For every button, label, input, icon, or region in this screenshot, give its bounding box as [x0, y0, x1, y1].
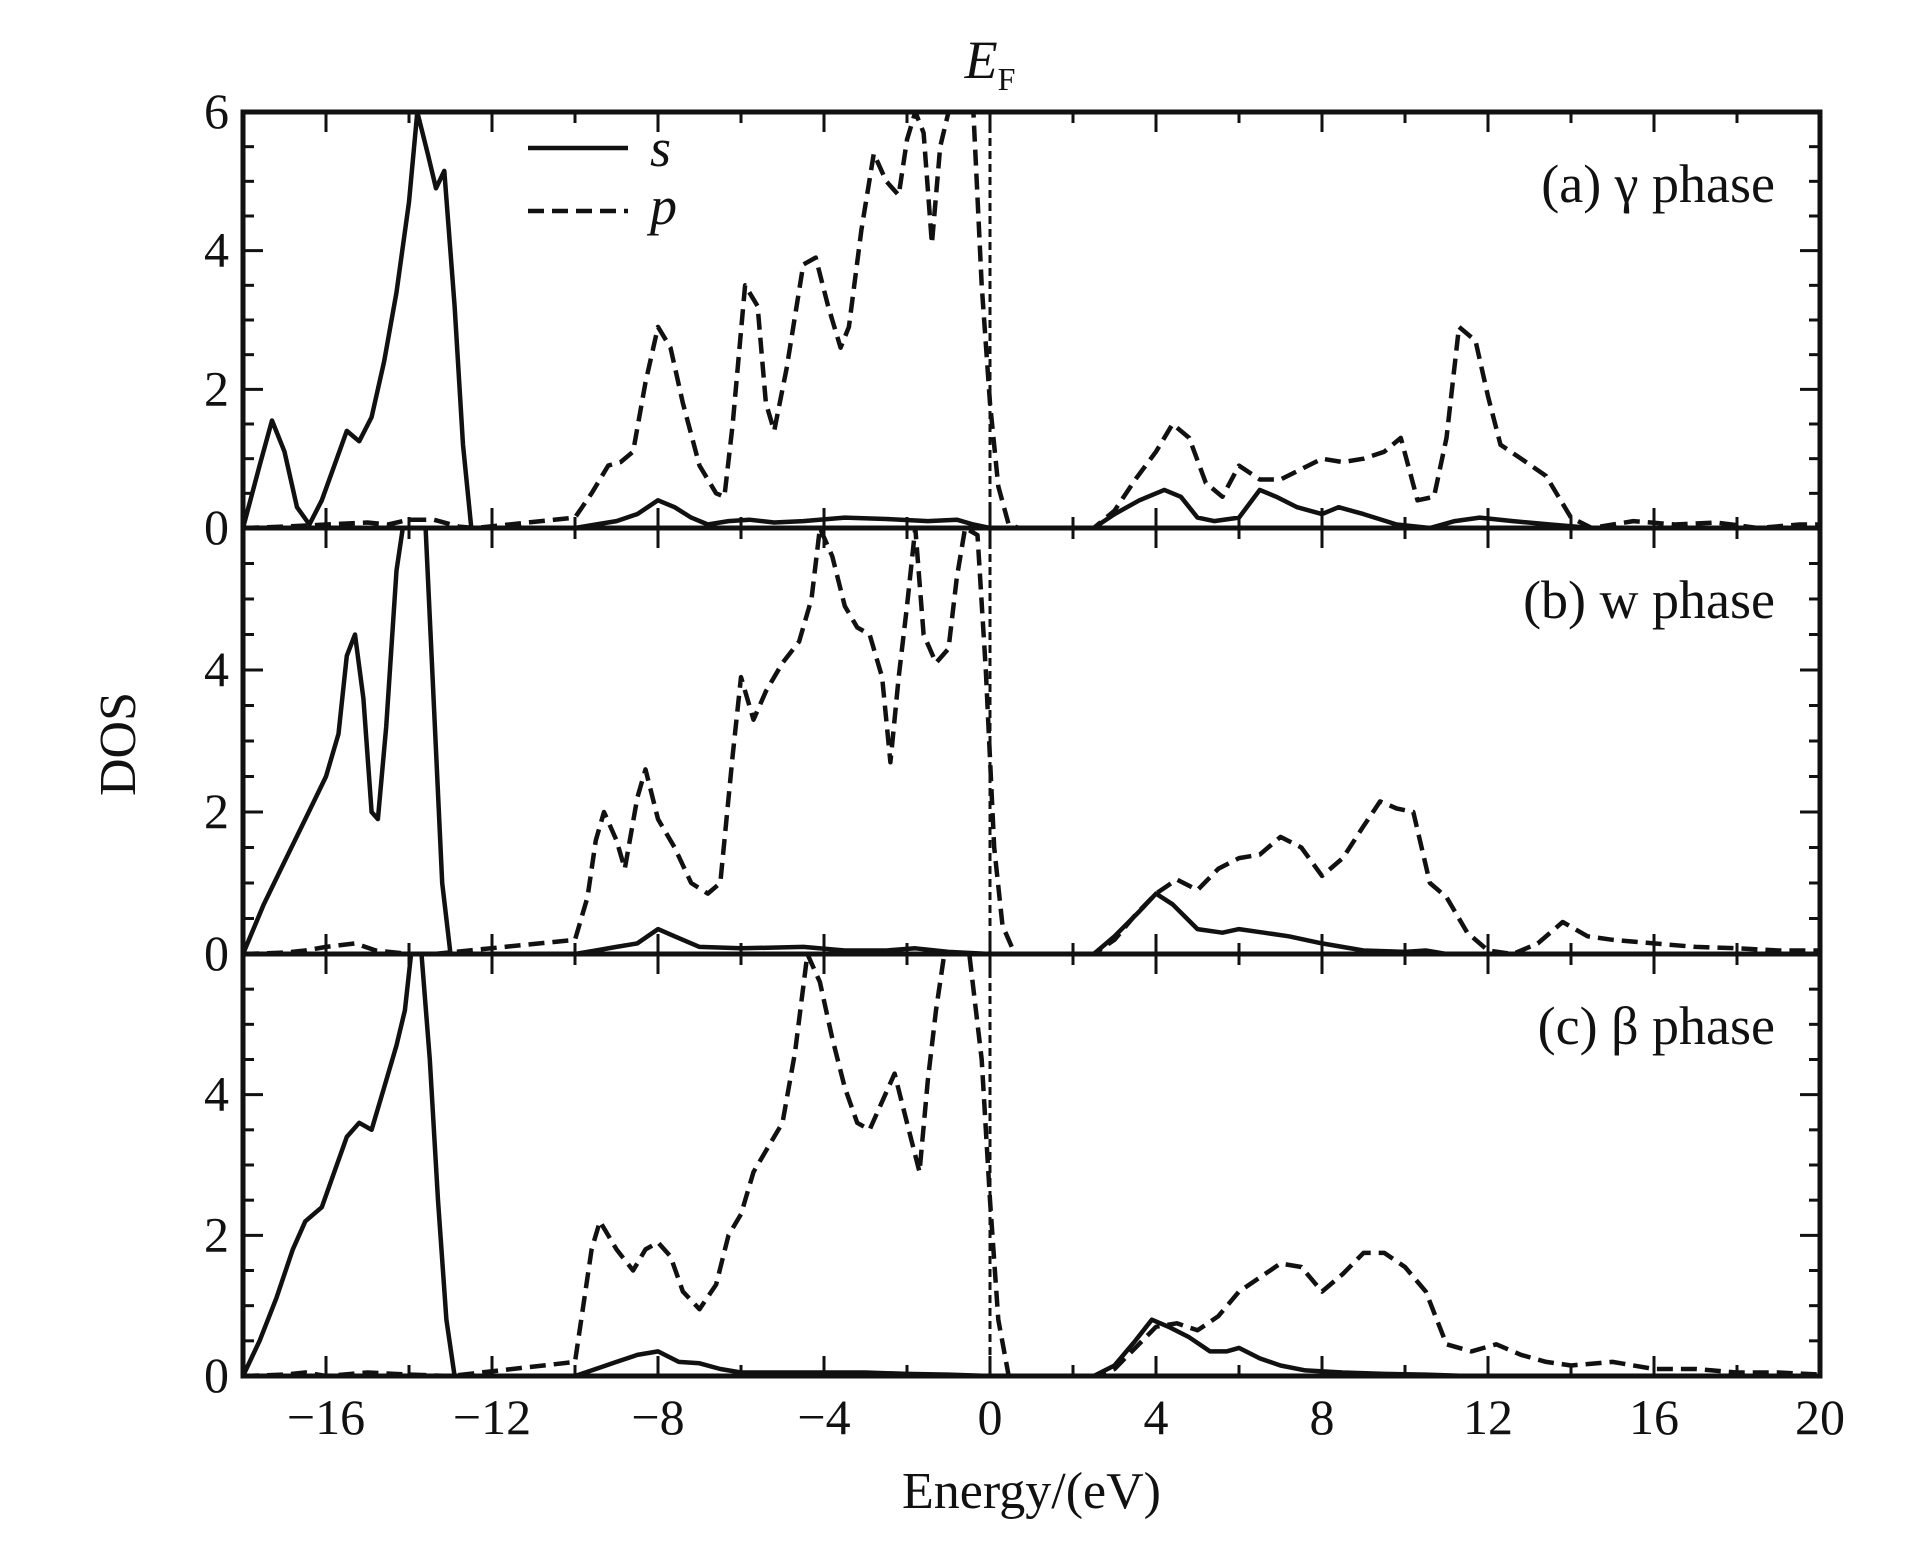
- fermi-level-symbol: E: [964, 30, 998, 90]
- panel-0-ytick-label: 6: [204, 83, 229, 139]
- panel-0-ytick-label: 2: [204, 360, 229, 416]
- panel-1-series-p: [242, 525, 1820, 957]
- panel-2-ytick-label: 2: [204, 1206, 229, 1262]
- x-axis-title: Energy/(eV): [902, 1463, 1161, 1520]
- legend-p-label: p: [646, 176, 677, 236]
- panel-2-ytick-label: 4: [204, 1066, 229, 1122]
- panel-0: (a) γ phase 0 2 4 6: [204, 83, 1822, 555]
- panel-0-ytick-label: 0: [204, 499, 229, 555]
- x-tick-label: 8: [1310, 1389, 1335, 1445]
- panel-1: (b) w phase 0 2 4: [204, 525, 1822, 981]
- panel-2-series-s: [240, 951, 1820, 1379]
- x-tick-label: −16: [287, 1389, 365, 1445]
- panel-1-series-s: [240, 525, 1820, 957]
- x-tick-label: 4: [1144, 1389, 1169, 1445]
- panel-0-ytick-label: 4: [204, 222, 229, 278]
- panel-2-ytick-label: 0: [204, 1347, 229, 1403]
- x-tick-label: 12: [1463, 1389, 1513, 1445]
- axes-layer: −16 −12 −8 −4 0 4 8 12 16 20: [240, 109, 1845, 1445]
- panel-1-ytick-label: 0: [204, 925, 229, 981]
- panel-2-series-p: [242, 951, 1821, 1379]
- x-tick-label: 16: [1629, 1389, 1679, 1445]
- fermi-level-label: EF: [964, 30, 1016, 97]
- legend-s-label: s: [650, 118, 671, 178]
- panel-1-phase-label: (b) w phase: [1523, 570, 1775, 630]
- x-tick-label: 0: [978, 1389, 1003, 1445]
- legend: s p: [528, 118, 677, 236]
- panel-1-ytick-label: 2: [204, 783, 229, 839]
- panel-0-phase-label: (a) γ phase: [1541, 154, 1775, 214]
- panel-2-phase-label: (c) β phase: [1538, 996, 1775, 1056]
- x-tick-label: −8: [631, 1389, 684, 1445]
- y-axis-title: DOS: [90, 692, 147, 796]
- plot-frame: [240, 109, 1823, 1379]
- panel-1-ytick-label: 4: [204, 641, 229, 697]
- x-tick-label: 20: [1795, 1389, 1845, 1445]
- x-tick-label: −12: [453, 1389, 531, 1445]
- panel-2: (c) β phase 0 2 4: [204, 951, 1822, 1403]
- x-tick-label: −4: [797, 1389, 850, 1445]
- fermi-level-subscript: F: [998, 61, 1016, 97]
- fermi-layer: EF: [964, 30, 1016, 1376]
